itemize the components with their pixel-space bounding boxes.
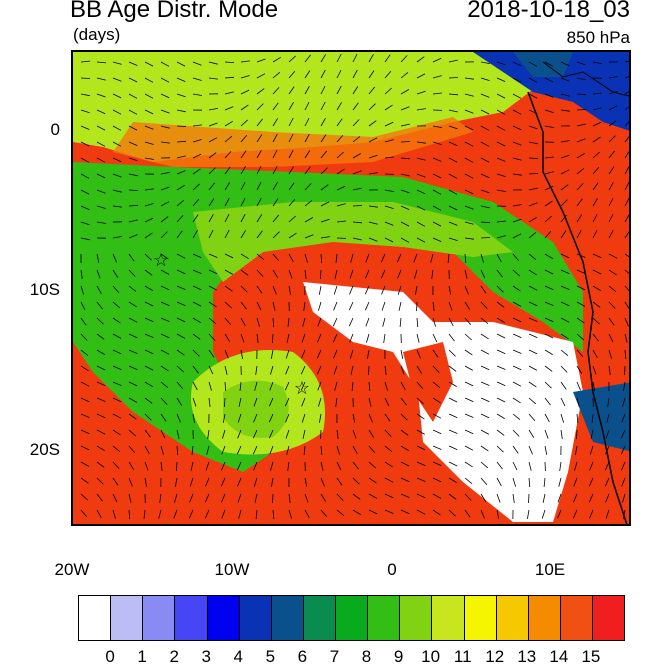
colorbar-box [368,596,401,640]
colorbar-tick-label: 14 [549,647,569,666]
colorbar-tick-label: 8 [361,647,372,666]
colorbar-tick-label: 9 [393,647,404,666]
colorbar-tick-label: 13 [517,647,537,666]
pressure-level-label: 850 hPa [566,28,630,47]
colorbar-box [271,596,304,640]
colorbar-tick-label: 10 [421,647,441,666]
colorbar-box [239,596,272,640]
colorbar-tick-label: 4 [233,647,244,666]
lon-label-20w: 20W [54,560,90,579]
units-label: (days) [73,25,121,44]
colorbar-box [560,596,593,640]
colorbar-tick-label: 12 [485,647,505,666]
colorbar-tick-label: 7 [329,647,340,666]
lon-label-10e: 10E [534,560,566,579]
star-marker: ☆ [153,250,169,270]
map-panel: ☆ ☆ [71,50,631,526]
plot-date: 2018-10-18_03 [467,0,630,23]
lon-label-0: 0 [387,560,397,579]
colorbar-box [143,596,176,640]
colorbar-tick-label: 3 [201,647,211,666]
star-marker: ☆ [294,378,310,398]
colorbar-box [528,596,561,640]
lat-label-10s: 10S [29,280,60,299]
colorbar-box [79,596,112,640]
map-field: ☆ ☆ [73,52,629,524]
colorbar-box [207,596,240,640]
colorbar-tick-label: 5 [265,647,276,666]
colorbar-tick-label: 11 [453,647,472,666]
colorbar-box [336,596,369,640]
colorbar-box [593,596,625,640]
lat-label-20s: 20S [29,440,60,459]
colorbar-tick-label: 2 [169,647,179,666]
plot-title: BB Age Distr. Mode [70,0,279,23]
lon-label-10w: 10W [214,560,250,579]
colorbar-box [175,596,208,640]
colorbar-box [432,596,465,640]
lat-label-0: 0 [50,120,60,139]
colorbar-tick-label: 6 [297,647,308,666]
colorbar-tick-label: 0 [105,647,115,666]
colorbar-box [303,596,336,640]
colorbar [78,595,625,641]
colorbar-box [400,596,433,640]
colorbar-box [111,596,144,640]
colorbar-box [496,596,529,640]
colorbar-tick-label: 15 [581,647,601,666]
colorbar-box [464,596,497,640]
colorbar-tick-label: 1 [137,647,147,666]
